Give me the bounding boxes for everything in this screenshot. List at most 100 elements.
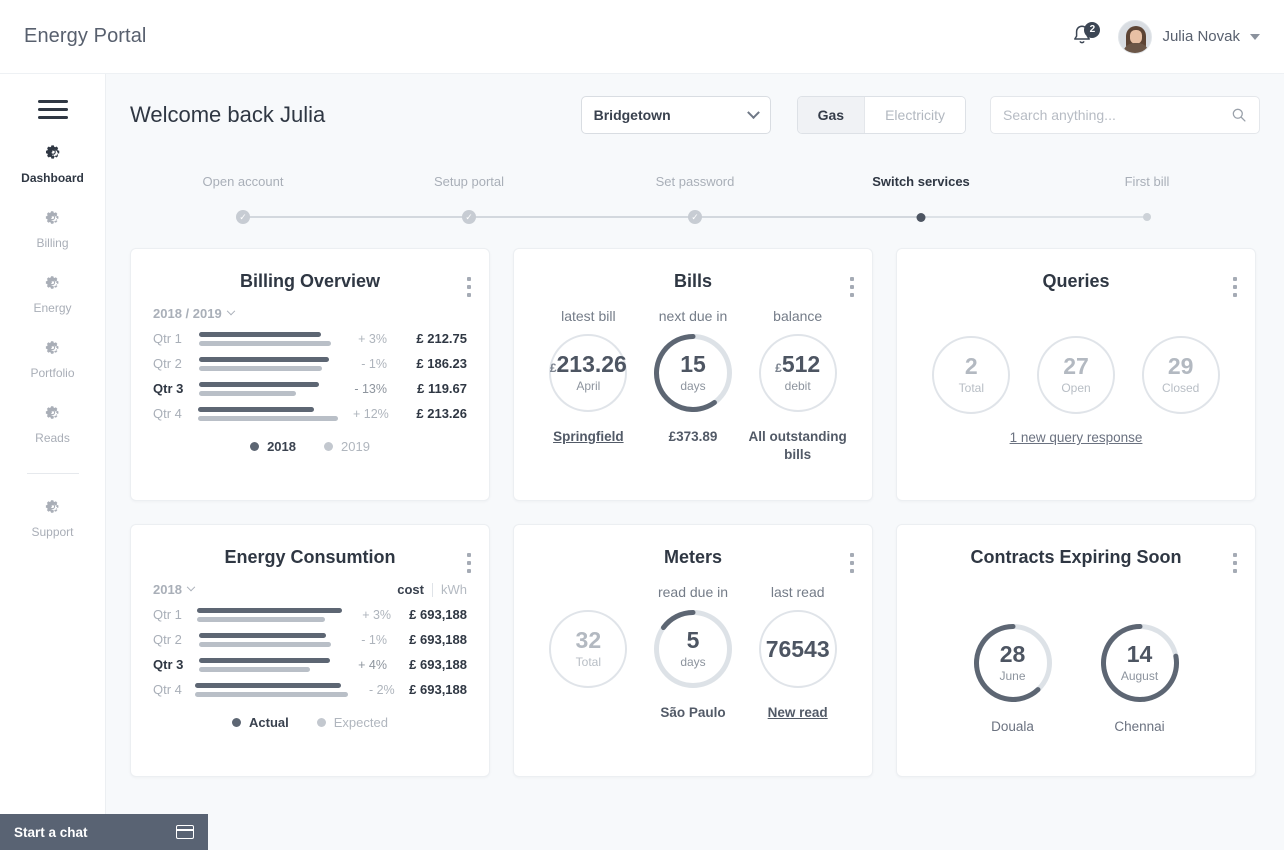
billing-period-select[interactable]: 2018 / 2019 — [153, 306, 235, 321]
card-menu-icon[interactable] — [1233, 277, 1237, 297]
table-row[interactable]: Qtr 3 - 13% £ 119.67 — [153, 381, 467, 396]
stepper-step-3[interactable]: Set password — [655, 174, 735, 189]
unit-toggle: cost kWh — [397, 582, 467, 597]
stepper-node-1[interactable]: ✓ — [236, 210, 250, 224]
table-row[interactable]: Qtr 4 + 12% £ 213.26 — [153, 406, 467, 421]
bills-metrics: £213.26 April Springfield 15 days £373.8… — [536, 334, 850, 464]
legend-item[interactable]: Actual — [232, 715, 289, 730]
sidebar-item-reads[interactable]: Reads — [0, 404, 105, 445]
search-input[interactable] — [1003, 107, 1231, 123]
card-menu-icon[interactable] — [850, 277, 854, 297]
start-chat-button[interactable]: Start a chat — [0, 814, 208, 850]
city-select[interactable]: Bridgetown — [580, 96, 771, 134]
notification-badge: 2 — [1084, 21, 1101, 38]
energy-period-row: 2018 cost kWh — [153, 582, 467, 597]
legend-item[interactable]: 2019 — [324, 439, 370, 454]
row-bars — [199, 381, 335, 396]
chevron-down-icon — [186, 582, 196, 591]
metric-queries-open[interactable]: 27 Open — [1024, 336, 1129, 414]
unit-divider — [432, 582, 433, 597]
window-icon — [176, 825, 194, 839]
chevron-down-icon — [226, 306, 235, 315]
metric-queries-total[interactable]: 2 Total — [919, 336, 1024, 414]
table-row[interactable]: Qtr 2 - 1% £ 186.23 — [153, 356, 467, 371]
bar-series-a — [199, 657, 330, 663]
contract-item[interactable]: 14 August Chennai — [1076, 624, 1203, 736]
sidebar-item-dashboard[interactable]: Dashboard — [0, 143, 105, 185]
sidebar-item-billing[interactable]: Billing — [0, 209, 105, 250]
contract-month: June — [999, 669, 1026, 683]
metric-latest-bill[interactable]: £213.26 April Springfield — [536, 334, 641, 464]
metric-foot-link[interactable]: Springfield — [553, 429, 624, 444]
energy-period-select[interactable]: 2018 — [153, 582, 196, 597]
legend-item[interactable]: 2018 — [250, 439, 296, 454]
stepper-step-2[interactable]: Setup portal — [433, 174, 505, 189]
chart-legend: Actual Expected — [153, 715, 467, 730]
metric-last-read[interactable]: 76543 New read — [745, 610, 850, 722]
metric-foot-link[interactable]: New read — [767, 705, 828, 720]
fuel-option-gas[interactable]: Gas — [797, 97, 865, 133]
bar-series-b — [199, 390, 296, 396]
table-row[interactable]: Qtr 3 + 4% £ 693,188 — [153, 657, 467, 672]
unit-option-kwh[interactable]: kWh — [441, 582, 467, 597]
stepper-node-5[interactable] — [1143, 210, 1151, 224]
metric-next-due[interactable]: 15 days £373.89 — [641, 334, 746, 464]
fuel-toggle: Gas Electricity — [796, 96, 966, 134]
user-menu[interactable]: Julia Novak — [1118, 19, 1260, 54]
row-amount: £ 213.26 — [416, 406, 467, 421]
contract-month: August — [1120, 669, 1159, 683]
avatar — [1118, 19, 1153, 54]
row-change: + 12% — [353, 406, 389, 421]
contract-item[interactable]: 28 June Douala — [949, 624, 1076, 736]
search-icon[interactable] — [1231, 107, 1247, 123]
card-billing-overview: Billing Overview 2018 / 2019 Qtr 1 + 3% … — [130, 248, 490, 501]
table-row[interactable]: Qtr 4 - 2% £ 693,188 — [153, 682, 467, 697]
stepper-node-2[interactable]: ✓ — [462, 210, 476, 224]
metric-value: 29 — [1167, 353, 1194, 379]
stepper-step-4[interactable]: Switch services — [872, 174, 970, 189]
table-row[interactable]: Qtr 1 + 3% £ 693,188 — [153, 607, 467, 622]
stepper-step-5[interactable]: First bill — [1124, 174, 1170, 189]
unit-option-cost[interactable]: cost — [397, 582, 424, 597]
card-menu-icon[interactable] — [467, 553, 471, 573]
card-menu-icon[interactable] — [467, 277, 471, 297]
card-menu-icon[interactable] — [850, 553, 854, 573]
metric-ring: 14 August — [1100, 624, 1179, 702]
row-label: Qtr 3 — [153, 381, 184, 396]
notifications-button[interactable]: 2 — [1070, 21, 1101, 51]
table-row[interactable]: Qtr 1 + 3% £ 212.75 — [153, 331, 467, 346]
stepper-step-1[interactable]: Open account — [202, 174, 284, 189]
city-select-value: Bridgetown — [593, 107, 671, 123]
metric-queries-closed[interactable]: 29 Closed — [1128, 336, 1233, 414]
stepper-node-4[interactable] — [916, 210, 926, 224]
queries-link[interactable]: 1 new query response — [1009, 430, 1143, 445]
bar-series-b — [199, 340, 331, 346]
stepper-line-done-3 — [695, 216, 921, 218]
menu-toggle-icon[interactable] — [37, 100, 68, 119]
fuel-option-electricity[interactable]: Electricity — [864, 97, 965, 133]
metric-read-due[interactable]: 5 days São Paulo — [641, 610, 746, 722]
metric-balance[interactable]: £512 debit All outstanding bills — [745, 334, 850, 464]
sidebar-item-energy[interactable]: Energy — [0, 274, 105, 315]
sidebar-item-portfolio[interactable]: Portfolio — [0, 339, 105, 380]
sidebar-item-label: Billing — [36, 236, 69, 250]
metric-sub: days — [680, 379, 706, 393]
card-bills: Bills latest bill next due in balance £2… — [513, 248, 873, 501]
bar-series-a — [197, 406, 314, 412]
gear-icon — [45, 211, 59, 224]
main-header: Welcome back Julia Bridgetown Gas Electr… — [106, 74, 1284, 134]
metric-meters-total[interactable]: 32 Total — [536, 610, 641, 722]
table-row[interactable]: Qtr 2 - 1% £ 693,188 — [153, 632, 467, 647]
search-box[interactable] — [990, 96, 1260, 134]
sidebar-item-support[interactable]: Support — [0, 498, 105, 539]
legend-label: 2019 — [341, 439, 370, 454]
legend-item[interactable]: Expected — [316, 715, 388, 730]
card-menu-icon[interactable] — [1233, 553, 1237, 573]
metric-head — [536, 584, 641, 600]
stepper-node-3[interactable]: ✓ — [688, 210, 702, 224]
bar-series-b — [194, 691, 348, 697]
sidebar-item-label: Energy — [33, 301, 72, 315]
metric-value: 27 — [1063, 353, 1089, 379]
card-title: Contracts Expiring Soon — [970, 547, 1182, 567]
row-label: Qtr 1 — [153, 607, 182, 622]
